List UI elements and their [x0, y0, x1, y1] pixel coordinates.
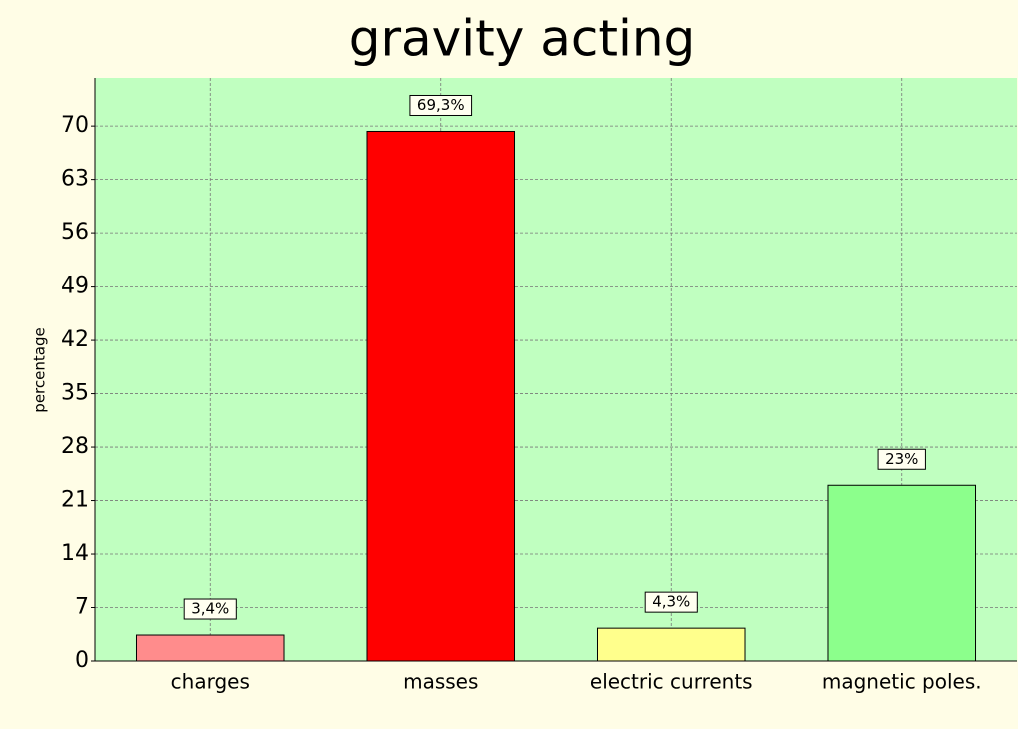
bar	[366, 130, 516, 662]
y-tick-label: 49	[61, 274, 89, 299]
bar	[135, 634, 285, 662]
value-label: 3,4%	[191, 600, 229, 618]
x-tick-label: electric currents	[590, 670, 753, 694]
value-label: 69,3%	[417, 96, 465, 114]
value-label: 4,3%	[652, 593, 690, 611]
y-axis-label: percentage	[31, 327, 49, 412]
y-tick-label: 56	[61, 220, 89, 245]
x-tick-label: charges	[171, 670, 250, 694]
y-tick-label: 35	[61, 381, 89, 406]
value-label-box	[877, 448, 926, 470]
chart-title: gravity acting	[349, 10, 696, 68]
y-tick-label: 28	[61, 434, 89, 459]
value-label: 23%	[885, 450, 918, 468]
y-tick-label: 42	[61, 327, 89, 352]
y-tick-label: 63	[61, 167, 89, 192]
y-tick-label: 14	[61, 541, 89, 566]
y-tick-label: 0	[75, 648, 89, 673]
x-tick-label: magnetic poles.	[822, 670, 982, 694]
y-tick-label: 70	[61, 113, 89, 138]
value-label-box	[644, 591, 698, 613]
bar	[596, 627, 746, 662]
value-label-box	[183, 598, 237, 620]
x-tick-label: masses	[403, 670, 478, 694]
y-tick-label: 21	[61, 488, 89, 513]
bar	[827, 484, 977, 662]
y-tick-label: 7	[75, 595, 89, 620]
value-label-box	[409, 94, 473, 116]
